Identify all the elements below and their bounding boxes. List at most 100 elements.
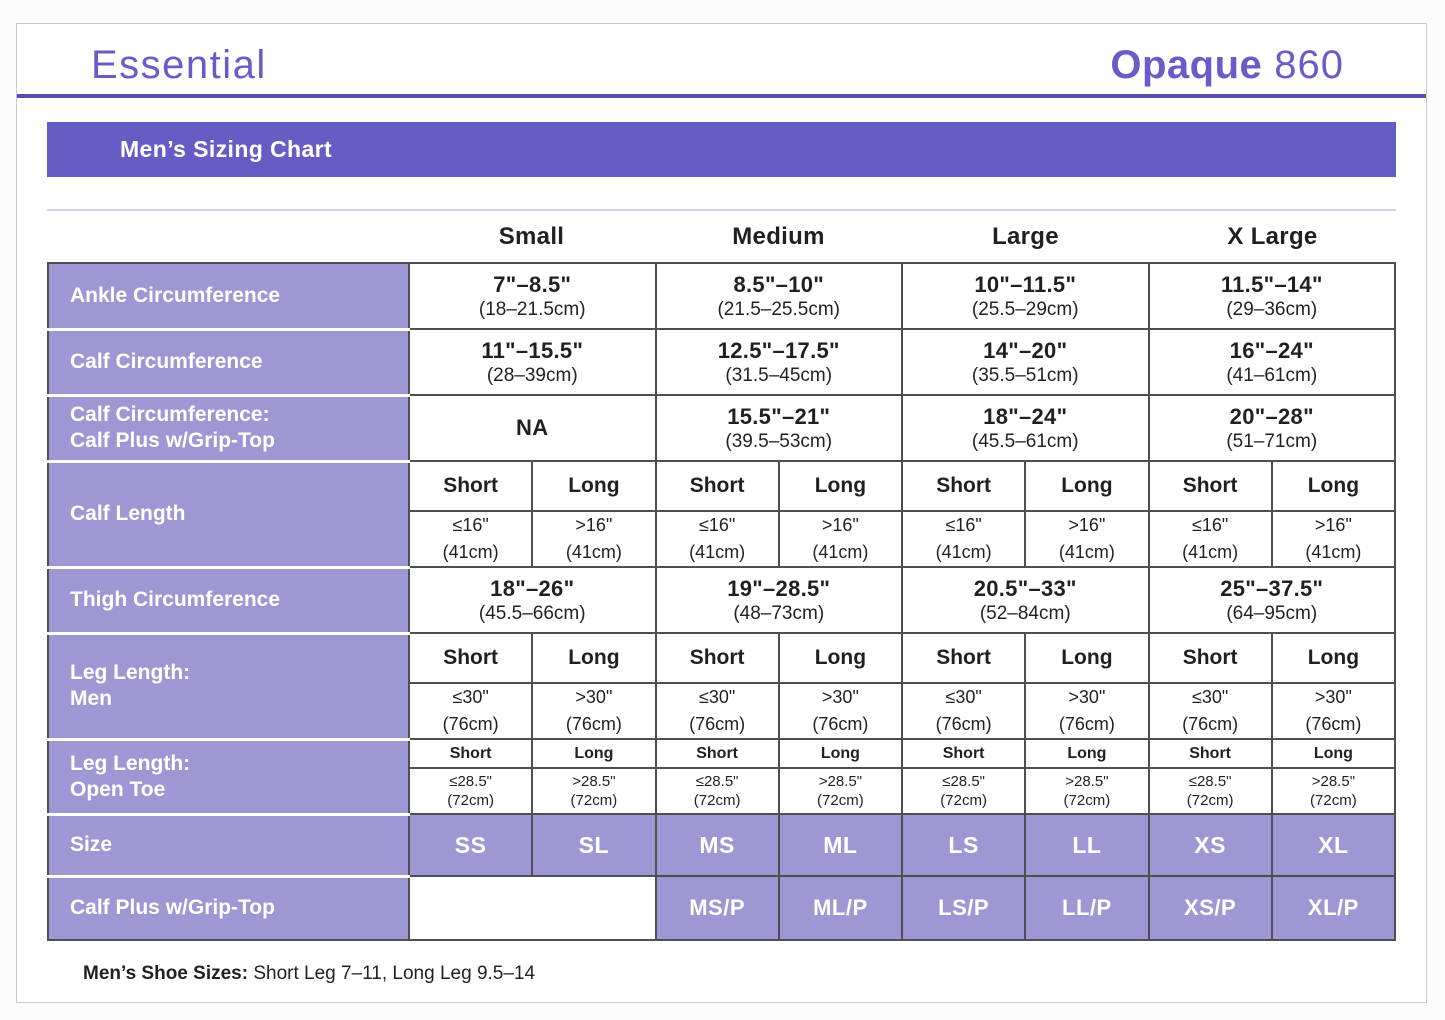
- leg-open-long-value: >28.5" (72cm): [1024, 767, 1150, 815]
- long-label: Long: [1024, 738, 1150, 769]
- size-code-ll: LL: [1024, 813, 1150, 877]
- cell-calfplus-medium: 15.5"–21" (39.5–53cm): [654, 394, 903, 462]
- header-divider: [17, 94, 1426, 98]
- row-calf: Calf Circumference 11"–15.5" (28–39cm) 12…: [48, 328, 1396, 397]
- column-header-medium: Medium: [732, 222, 825, 250]
- short-label: Short: [407, 738, 534, 769]
- calf-length-long-value: >16" (41cm): [1024, 510, 1150, 568]
- row-label-thigh: Thigh Circumference: [48, 567, 409, 635]
- cell-ankle-medium: 8.5"–10" (21.5–25.5cm): [654, 262, 903, 330]
- leg-open-short-value: ≤28.5" (72cm): [900, 767, 1027, 815]
- short-label: Short: [1147, 460, 1273, 512]
- row-label-calf-plus: Calf Circumference: Calf Plus w/Grip-Top: [48, 395, 409, 463]
- row-grip-top: Calf Plus w/Grip-Top MS/P ML/P LS/P LL/P…: [48, 875, 1397, 941]
- short-label: Short: [900, 632, 1027, 684]
- leg-men-short-value: ≤30" (76cm): [407, 682, 534, 740]
- row-calf-length-headers: Calf Length Short Long Short Long Short …: [48, 460, 1397, 569]
- size-code-xl: XL: [1270, 813, 1397, 877]
- leg-open-long-value: >28.5" (72cm): [1270, 767, 1397, 815]
- leg-men-long-value: >30" (76cm): [1024, 682, 1150, 740]
- row-leg-men-headers: Leg Length: Men Short Long Short Long Sh…: [48, 632, 1397, 741]
- size-code-xlp: XL/P: [1270, 875, 1397, 941]
- long-label: Long: [777, 460, 904, 512]
- long-label: Long: [777, 632, 904, 684]
- short-label: Short: [900, 460, 1027, 512]
- product-title: Opaque 860: [1110, 43, 1344, 88]
- size-code-sl: SL: [531, 813, 657, 877]
- long-label: Long: [1270, 460, 1397, 512]
- column-header-xlarge: X Large: [1227, 222, 1318, 250]
- shoe-size-note: Men’s Shoe Sizes: Short Leg 7–11, Long L…: [83, 963, 1396, 985]
- section-banner: Men’s Sizing Chart: [47, 122, 1396, 177]
- size-code-xs: XS: [1147, 813, 1273, 877]
- cell-calfplus-xlarge: 20"–28" (51–71cm): [1147, 394, 1396, 462]
- short-label: Short: [654, 460, 780, 512]
- cell-ankle-large: 10"–11.5" (25.5–29cm): [901, 262, 1150, 330]
- size-code-xsp: XS/P: [1147, 875, 1273, 941]
- table-top-divider: [47, 209, 1396, 211]
- size-code-llp: LL/P: [1024, 875, 1150, 941]
- cell-thigh-medium: 19"–28.5" (48–73cm): [654, 566, 903, 634]
- row-label-calf-length: Calf Length: [48, 461, 409, 569]
- row-label-size: Size: [48, 814, 409, 878]
- row-leg-open-values: ≤28.5" (72cm) >28.5" (72cm) ≤28.5" (72cm) >…: [48, 767, 1397, 815]
- calf-length-long-value: >16" (41cm): [777, 510, 904, 568]
- long-label: Long: [1024, 632, 1150, 684]
- row-calf-plus-circumference: Calf Circumference: Calf Plus w/Grip-Top…: [48, 394, 1396, 463]
- chart-content: Small Medium Large X Large Ankle Circumf…: [17, 209, 1426, 985]
- cell-ankle-xlarge: 11.5"–14" (29–36cm): [1147, 262, 1396, 330]
- row-thigh: Thigh Circumference 18"–26" (45.5–66cm) 1…: [48, 566, 1396, 635]
- long-label: Long: [1270, 632, 1397, 684]
- cell-thigh-small: 18"–26" (45.5–66cm): [408, 566, 657, 634]
- leg-men-long-value: >30" (76cm): [777, 682, 904, 740]
- cell-calf-large: 14"–20" (35.5–51cm): [901, 328, 1150, 396]
- leg-men-short-value: ≤30" (76cm): [1147, 682, 1273, 740]
- short-label: Short: [407, 632, 534, 684]
- collection-name: Essential: [91, 43, 267, 87]
- size-code-ls: LS: [900, 813, 1027, 877]
- product-name: Opaque: [1110, 43, 1263, 87]
- long-label: Long: [1024, 460, 1150, 512]
- leg-open-short-value: ≤28.5" (72cm): [654, 767, 780, 815]
- calf-length-long-value: >16" (41cm): [1270, 510, 1397, 568]
- short-label: Short: [654, 632, 780, 684]
- leg-open-long-value: >28.5" (72cm): [777, 767, 904, 815]
- cell-calf-small: 11"–15.5" (28–39cm): [408, 328, 657, 396]
- leg-open-short-value: ≤28.5" (72cm): [407, 767, 534, 815]
- short-label: Short: [407, 460, 534, 512]
- leg-open-short-value: ≤28.5" (72cm): [1147, 767, 1273, 815]
- header: Essential Opaque 860: [17, 24, 1426, 94]
- row-label-grip-top: Calf Plus w/Grip-Top: [48, 876, 409, 940]
- short-label: Short: [1147, 738, 1273, 769]
- shoe-size-note-text: Short Leg 7–11, Long Leg 9.5–14: [248, 963, 536, 984]
- calf-length-short-value: ≤16" (41cm): [654, 510, 780, 568]
- cell-calf-xlarge: 16"–24" (41–61cm): [1147, 328, 1396, 396]
- section-title: Men’s Sizing Chart: [120, 136, 333, 162]
- row-calf-length-values: ≤16" (41cm) >16" (41cm) ≤16" (41cm) >16" (41…: [48, 510, 1397, 568]
- row-leg-men-values: ≤30" (76cm) >30" (76cm) ≤30" (76cm) >30" (76…: [48, 682, 1397, 740]
- short-label: Short: [654, 738, 780, 769]
- calf-length-short-value: ≤16" (41cm): [900, 510, 1027, 568]
- size-code-mlp: ML/P: [777, 875, 904, 941]
- row-leg-open-headers: Leg Length: Open Toe Short Long Short Lo…: [48, 738, 1397, 816]
- leg-men-long-value: >30" (76cm): [531, 682, 657, 740]
- calf-length-short-value: ≤16" (41cm): [407, 510, 534, 568]
- row-ankle: Ankle Circumference 7"–8.5" (18–21.5cm) 8…: [48, 262, 1396, 331]
- cell-thigh-large: 20.5"–33" (52–84cm): [901, 566, 1150, 634]
- page-card: Essential Opaque 860 Men’s Sizing Chart …: [16, 23, 1427, 1003]
- row-label-leg-men: Leg Length: Men: [48, 633, 409, 741]
- row-label-calf: Calf Circumference: [48, 329, 409, 397]
- product-number: 860: [1274, 43, 1344, 87]
- short-label: Short: [1147, 632, 1273, 684]
- long-label: Long: [531, 632, 657, 684]
- row-label-ankle: Ankle Circumference: [48, 263, 409, 331]
- leg-open-long-value: >28.5" (72cm): [531, 767, 657, 815]
- size-code-ml: ML: [777, 813, 904, 877]
- leg-men-short-value: ≤30" (76cm): [900, 682, 1027, 740]
- calf-length-short-value: ≤16" (41cm): [1147, 510, 1273, 568]
- grip-top-empty-cell: [408, 875, 657, 941]
- size-code-lsp: LS/P: [900, 875, 1027, 941]
- size-code-msp: MS/P: [654, 875, 780, 941]
- sizing-table: Ankle Circumference 7"–8.5" (18–21.5cm) 8…: [47, 262, 1397, 941]
- size-code-ms: MS: [654, 813, 780, 877]
